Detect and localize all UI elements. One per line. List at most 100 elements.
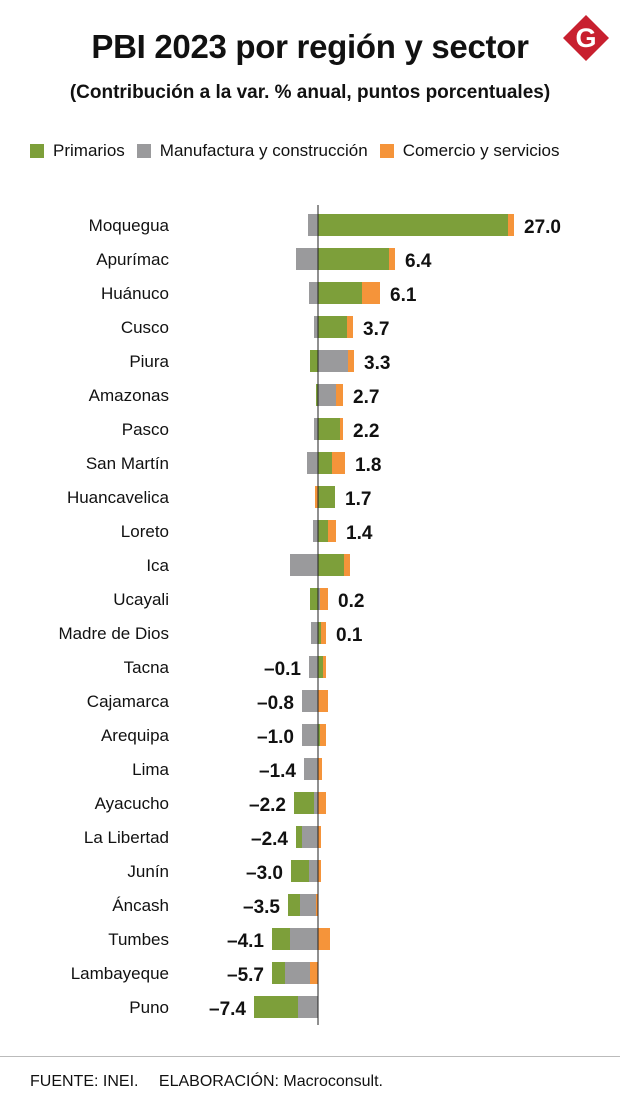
bar-ayacucho-com xyxy=(318,792,326,814)
bar-moquegua-prim xyxy=(318,214,508,236)
legend-swatch-primarios xyxy=(30,144,44,158)
bar-lambayeque-com xyxy=(310,962,318,984)
bar-arequipa-prim xyxy=(318,724,320,746)
category-label-ayacucho: Ayacucho xyxy=(95,794,169,813)
category-label-lambayeque: Lambayeque xyxy=(71,964,169,983)
bar-madre-de-dios-manuf xyxy=(311,622,318,644)
legend-label-comercio: Comercio y servicios xyxy=(402,141,560,160)
category-label-moquegua: Moquegua xyxy=(89,216,170,235)
bar-tumbes-manuf xyxy=(290,928,318,950)
total-label-huancavelica: 1.7 xyxy=(345,489,371,510)
bar-pasco-com xyxy=(340,418,343,440)
total-label-ancash: –3.5 xyxy=(243,897,280,918)
bar-loreto-com xyxy=(328,520,336,542)
bar-apurimac-manuf xyxy=(296,248,318,270)
chart-subtitle: (Contribución a la var. % anual, puntos … xyxy=(69,82,551,103)
bar-loreto-prim xyxy=(318,520,328,542)
footer-divider xyxy=(0,1056,620,1057)
total-label-lambayeque: –5.7 xyxy=(227,965,264,986)
total-label-huanuco: 6.1 xyxy=(390,285,417,306)
bar-lambayeque-manuf xyxy=(285,962,310,984)
bar-ica-com xyxy=(344,554,350,576)
category-label-arequipa: Arequipa xyxy=(101,726,170,745)
bar-arequipa-manuf xyxy=(302,724,318,746)
legend-item-primarios: Primarios xyxy=(30,141,125,161)
bar-ancash-com xyxy=(316,894,318,916)
bar-junin-com xyxy=(318,860,321,882)
bar-cajamarca-com xyxy=(318,690,328,712)
footer-source: FUENTE: INEI. xyxy=(30,1073,139,1090)
bar-san-martin-manuf xyxy=(307,452,318,474)
footer-elaboration: ELABORACIÓN: Macroconsult. xyxy=(158,1073,383,1090)
total-label-san-martin: 1.8 xyxy=(355,455,381,476)
bar-amazonas-com xyxy=(336,384,343,406)
bar-madre-de-dios-prim xyxy=(318,622,321,644)
bar-tacna-com xyxy=(323,656,326,678)
bar-huanuco-com xyxy=(362,282,380,304)
bar-tumbes-com xyxy=(318,928,330,950)
total-label-puno: –7.4 xyxy=(209,999,246,1020)
total-label-amazonas: 2.7 xyxy=(353,387,379,408)
bar-la-libertad-com xyxy=(318,826,321,848)
bar-cusco-com xyxy=(347,316,353,338)
bar-ancash-prim xyxy=(288,894,300,916)
total-label-cusco: 3.7 xyxy=(363,319,389,340)
legend-swatch-comercio xyxy=(379,144,394,158)
g-logo-icon: G xyxy=(563,15,609,61)
legend-swatch-manufactura xyxy=(136,144,151,158)
category-label-tumbes: Tumbes xyxy=(108,930,169,949)
total-label-madre-de-dios: 0.1 xyxy=(336,625,363,646)
bar-cusco-prim xyxy=(318,316,347,338)
bar-puno-prim xyxy=(254,996,298,1018)
bar-san-martin-prim xyxy=(318,452,332,474)
footer: FUENTE: INEI. ELABORACIÓN: Macroconsult. xyxy=(30,1073,399,1091)
total-label-arequipa: –1.0 xyxy=(257,727,294,748)
total-label-piura: 3.3 xyxy=(364,353,390,374)
category-label-apurimac: Apurímac xyxy=(96,250,169,269)
bar-huancavelica-com xyxy=(315,486,318,508)
bar-huanuco-manuf xyxy=(309,282,318,304)
legend-item-comercio: Comercio y servicios xyxy=(379,141,560,161)
category-label-cusco: Cusco xyxy=(121,318,169,337)
total-label-ucayali: 0.2 xyxy=(338,591,364,612)
category-label-lima: Lima xyxy=(132,760,169,779)
bar-piura-manuf xyxy=(318,350,348,372)
bar-tacna-manuf xyxy=(309,656,318,678)
category-label-madre-de-dios: Madre de Dios xyxy=(58,624,169,643)
chart-legend: Primarios Manufactura y construcción Com… xyxy=(30,141,572,161)
total-label-moquegua: 27.0 xyxy=(524,217,561,238)
bar-pasco-manuf xyxy=(314,418,318,440)
bar-junin-prim xyxy=(291,860,309,882)
bar-la-libertad-manuf xyxy=(302,826,318,848)
bar-tumbes-prim xyxy=(272,928,290,950)
bar-cusco-manuf xyxy=(314,316,318,338)
bar-ucayali-com xyxy=(320,588,328,610)
logo-letter: G xyxy=(575,23,596,53)
total-label-ayacucho: –2.2 xyxy=(249,795,286,816)
bar-ancash-manuf xyxy=(300,894,316,916)
category-label-ucayali: Ucayali xyxy=(113,590,169,609)
bar-huanuco-prim xyxy=(318,282,362,304)
chart-title: PBI 2023 por región y sector xyxy=(91,28,529,65)
total-label-junin: –3.0 xyxy=(246,863,283,884)
bar-madre-de-dios-com xyxy=(321,622,326,644)
legend-item-manufactura: Manufactura y construcción xyxy=(136,141,368,161)
bar-ayacucho-manuf xyxy=(314,792,318,814)
bar-apurimac-prim xyxy=(318,248,389,270)
bar-huancavelica-prim xyxy=(318,486,335,508)
category-label-loreto: Loreto xyxy=(121,522,169,541)
total-label-tacna: –0.1 xyxy=(264,659,301,680)
category-label-san-martin: San Martín xyxy=(86,454,169,473)
bar-apurimac-com xyxy=(389,248,395,270)
total-label-cajamarca: –0.8 xyxy=(257,693,294,714)
category-label-tacna: Tacna xyxy=(124,658,170,677)
bar-cajamarca-manuf xyxy=(302,690,318,712)
category-label-huancavelica: Huancavelica xyxy=(67,488,170,507)
bar-ucayali-manuf xyxy=(318,588,320,610)
total-label-la-libertad: –2.4 xyxy=(251,829,288,850)
bar-loreto-manuf xyxy=(313,520,318,542)
category-label-pasco: Pasco xyxy=(122,420,169,439)
bar-moquegua-manuf xyxy=(308,214,318,236)
bar-ucayali-prim xyxy=(310,588,318,610)
category-label-piura: Piura xyxy=(129,352,169,371)
